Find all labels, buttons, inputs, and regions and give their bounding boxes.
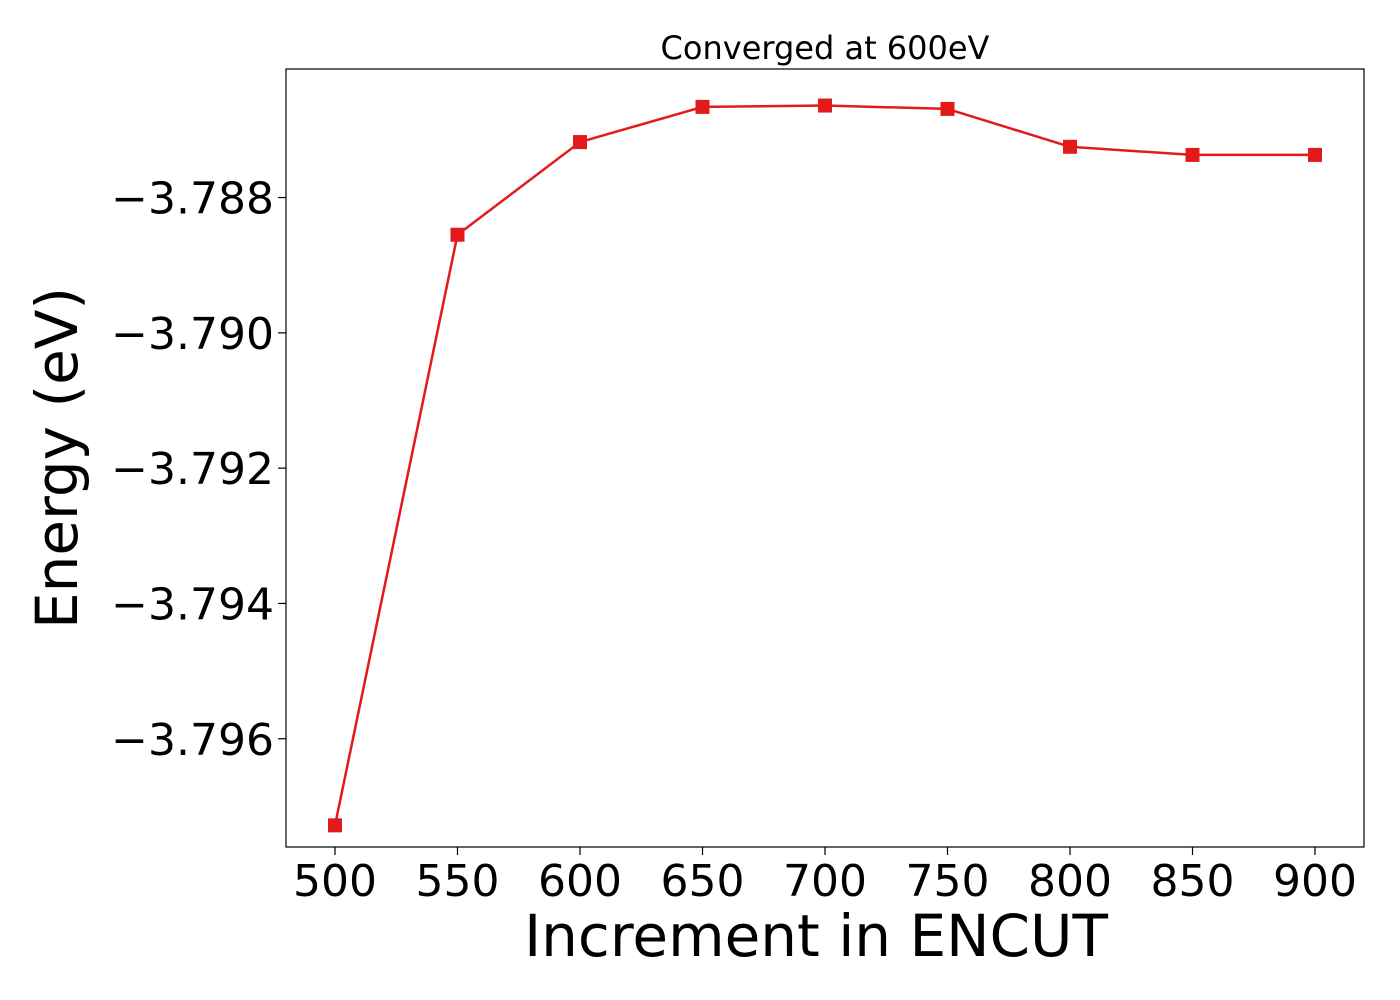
x-tick-label: 800 bbox=[1028, 856, 1112, 907]
y-tick-label: −3.790 bbox=[111, 309, 274, 360]
y-axis: −3.796 −3.794 −3.792 −3.790 −3.788 bbox=[111, 174, 286, 766]
y-tick-label: −3.796 bbox=[111, 715, 274, 766]
x-tick-label: 650 bbox=[661, 856, 745, 907]
data-point-marker bbox=[573, 135, 587, 150]
series-layer bbox=[328, 98, 1322, 833]
x-tick-label: 500 bbox=[293, 856, 377, 907]
data-point-marker bbox=[818, 98, 832, 113]
y-tick-label: −3.794 bbox=[111, 579, 274, 630]
y-tick-label: −3.792 bbox=[111, 444, 274, 495]
series-line bbox=[333, 104, 1315, 826]
x-axis-title: Increment in ENCUT bbox=[524, 902, 1108, 970]
x-tick-label: 850 bbox=[1151, 856, 1235, 907]
y-tick-label: −3.788 bbox=[111, 174, 274, 225]
data-point-marker bbox=[328, 818, 342, 833]
x-tick-label: 700 bbox=[783, 856, 867, 907]
data-point-marker bbox=[450, 227, 465, 242]
data-point-marker bbox=[940, 101, 955, 116]
x-tick-label: 900 bbox=[1273, 856, 1357, 907]
x-tick-label: 600 bbox=[538, 856, 622, 907]
data-point-marker bbox=[1063, 139, 1077, 154]
x-axis: 500 550 600 650 700 750 800 850 900 bbox=[293, 847, 1357, 907]
x-tick-label: 750 bbox=[906, 856, 990, 907]
data-point-marker bbox=[1185, 147, 1200, 162]
x-tick-label: 550 bbox=[416, 856, 500, 907]
y-axis-title: Energy (eV) bbox=[23, 287, 91, 629]
chart-title: Converged at 600eV bbox=[661, 29, 990, 67]
plot-frame bbox=[285, 68, 1365, 848]
data-point-marker bbox=[1308, 147, 1322, 162]
data-point-marker bbox=[695, 99, 710, 114]
